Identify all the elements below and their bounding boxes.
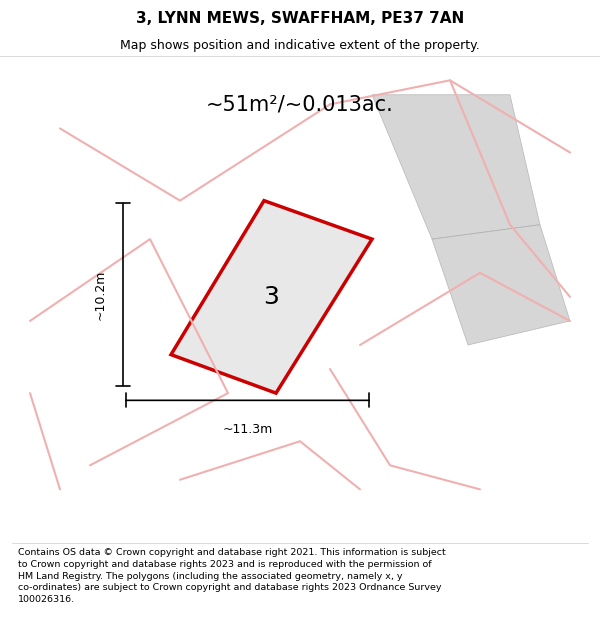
Text: ~10.2m: ~10.2m [94, 269, 107, 319]
Text: 3: 3 [263, 285, 278, 309]
Polygon shape [432, 224, 570, 345]
Polygon shape [171, 201, 372, 393]
Text: 3, LYNN MEWS, SWAFFHAM, PE37 7AN: 3, LYNN MEWS, SWAFFHAM, PE37 7AN [136, 11, 464, 26]
Text: ~51m²/~0.013ac.: ~51m²/~0.013ac. [206, 94, 394, 114]
Polygon shape [372, 95, 540, 239]
Text: ~11.3m: ~11.3m [223, 422, 272, 436]
Text: Map shows position and indicative extent of the property.: Map shows position and indicative extent… [120, 39, 480, 52]
Text: Contains OS data © Crown copyright and database right 2021. This information is : Contains OS data © Crown copyright and d… [18, 548, 446, 604]
